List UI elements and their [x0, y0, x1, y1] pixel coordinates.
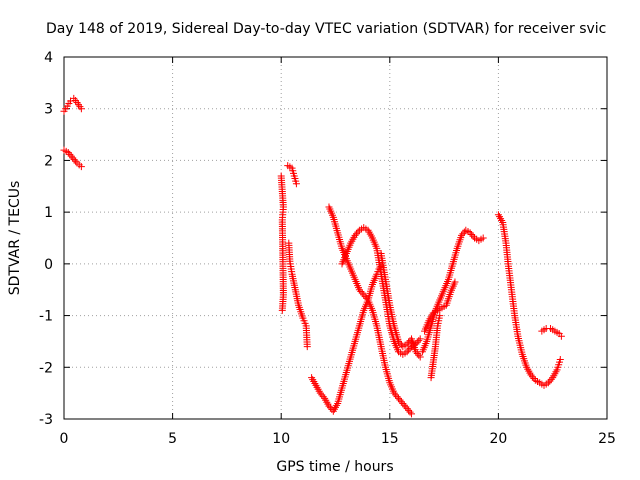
- data-point: [415, 351, 423, 359]
- data-point: [412, 348, 420, 356]
- y-tick-label: 0: [44, 257, 53, 273]
- data-point: [405, 406, 413, 414]
- data-point: [413, 349, 421, 357]
- data-point: [351, 231, 359, 239]
- data-point: [528, 373, 536, 381]
- plot-frame: [63, 56, 608, 420]
- data-point: [292, 180, 300, 188]
- data-point: [402, 403, 410, 411]
- data-point: [468, 231, 476, 239]
- data-points: [60, 94, 565, 418]
- x-tick-label: 10: [272, 431, 290, 447]
- data-point: [69, 154, 77, 162]
- data-point: [325, 402, 333, 410]
- data-point: [316, 389, 324, 397]
- data-point: [77, 105, 85, 113]
- data-point: [361, 293, 369, 301]
- data-point: [66, 150, 74, 158]
- data-point: [403, 405, 411, 413]
- data-point: [352, 230, 360, 238]
- x-tick-label: 25: [598, 431, 616, 447]
- axis-ticks: 0 5 10 15 20 25 -3 -2 -1 0 1 2 3 4: [39, 50, 616, 447]
- data-point: [396, 339, 404, 347]
- data-point: [403, 348, 411, 356]
- data-point: [547, 375, 555, 383]
- data-point: [319, 393, 327, 401]
- y-tick-label: 4: [44, 50, 53, 66]
- data-point: [546, 377, 554, 385]
- data-point: [556, 356, 564, 364]
- x-tick-label: 15: [381, 431, 399, 447]
- data-point: [360, 291, 368, 299]
- data-point: [394, 337, 402, 345]
- data-point: [64, 149, 72, 157]
- data-point: [363, 294, 371, 302]
- data-point: [415, 337, 423, 345]
- data-point: [399, 399, 407, 407]
- data-point: [278, 306, 286, 314]
- data-point: [530, 374, 538, 382]
- x-tick-label: 0: [60, 431, 69, 447]
- data-point: [72, 157, 80, 165]
- y-tick-label: 1: [44, 205, 53, 221]
- data-point: [390, 389, 398, 397]
- data-point: [400, 401, 408, 409]
- data-point: [457, 231, 465, 239]
- data-point: [451, 278, 459, 286]
- data-point: [403, 340, 411, 348]
- data-point: [469, 232, 477, 240]
- data-point: [408, 410, 416, 418]
- data-point: [557, 332, 565, 340]
- data-point: [67, 152, 75, 160]
- chart-title: Day 148 of 2019, Sidereal Day-to-day VTE…: [46, 21, 606, 37]
- data-point: [357, 287, 365, 295]
- data-point: [318, 391, 326, 399]
- y-tick-label: 2: [44, 153, 53, 169]
- data-point: [406, 344, 414, 352]
- x-tick-label: 5: [168, 431, 177, 447]
- data-point: [392, 391, 400, 399]
- y-tick-label: -3: [39, 412, 53, 428]
- data-point: [544, 379, 552, 387]
- y-tick-label: -1: [39, 309, 53, 325]
- data-point: [406, 408, 414, 416]
- data-point: [416, 353, 424, 361]
- y-tick-label: -2: [39, 360, 53, 376]
- data-point: [358, 289, 366, 297]
- data-point: [436, 312, 444, 320]
- data-point: [479, 234, 487, 242]
- y-axis-label: SDTVAR / TECUs: [7, 181, 23, 296]
- data-point: [416, 335, 424, 343]
- data-point: [459, 230, 467, 238]
- data-point: [354, 228, 362, 236]
- data-point: [466, 229, 474, 237]
- y-tick-label: 3: [44, 102, 53, 118]
- data-point: [527, 371, 535, 379]
- data-point: [405, 346, 413, 354]
- data-point: [77, 163, 85, 171]
- data-point: [396, 396, 404, 404]
- data-point: [303, 343, 311, 351]
- data-point: [413, 338, 421, 346]
- data-point: [393, 393, 401, 401]
- data-point: [397, 398, 405, 406]
- x-tick-label: 20: [489, 431, 507, 447]
- data-point: [394, 394, 402, 402]
- x-axis-label: GPS time / hours: [276, 459, 393, 475]
- data-point: [405, 338, 413, 346]
- data-point: [70, 156, 78, 164]
- data-point: [355, 286, 363, 294]
